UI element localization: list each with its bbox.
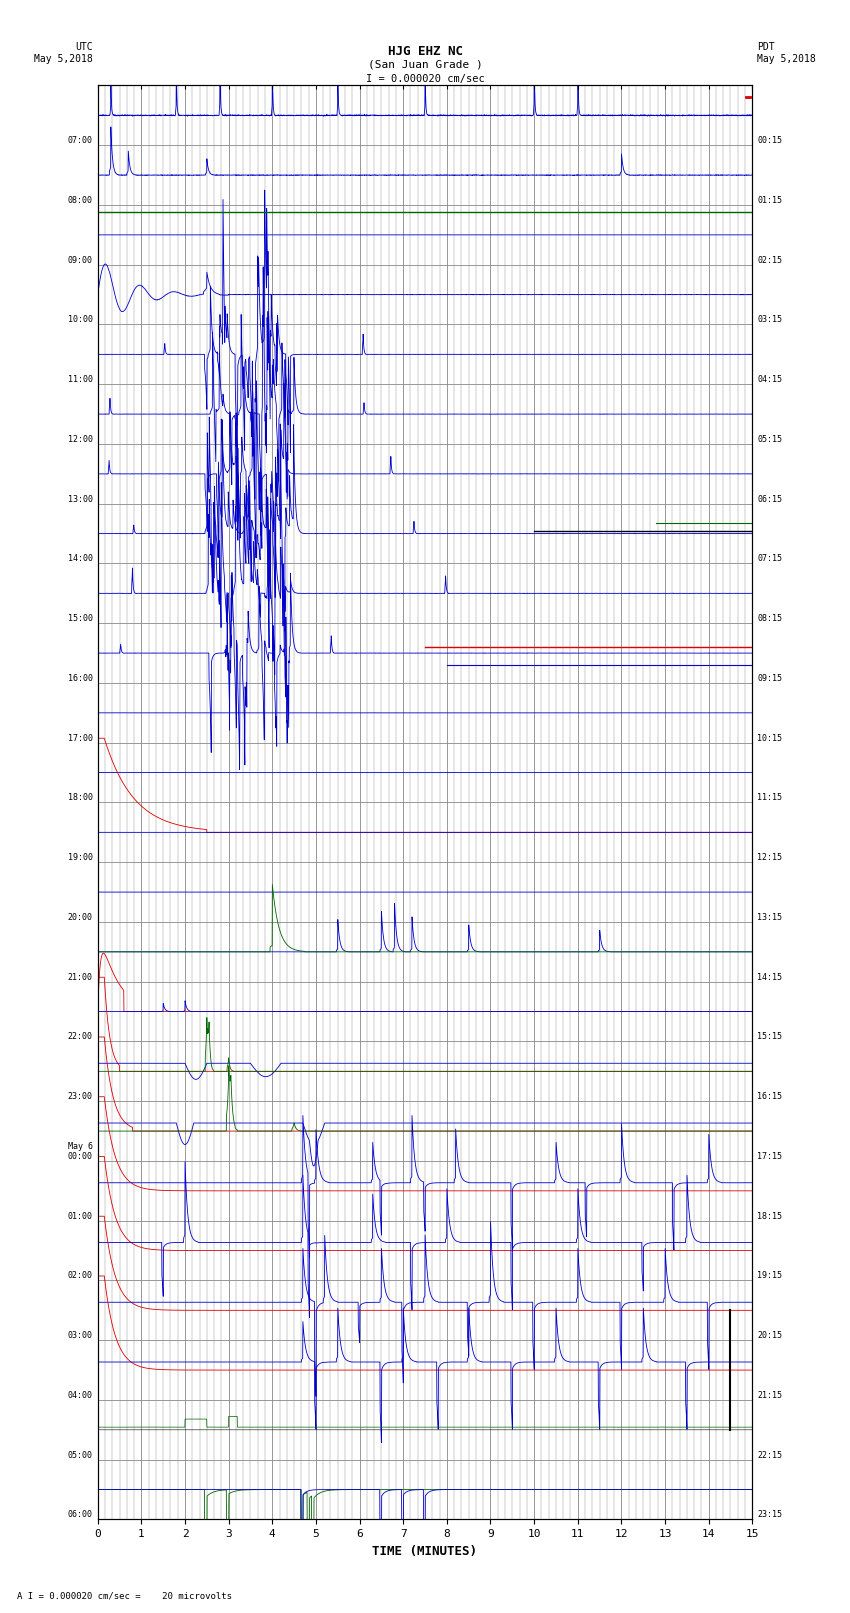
Text: 22:00: 22:00: [68, 1032, 93, 1042]
Text: 16:00: 16:00: [68, 674, 93, 682]
Text: 11:15: 11:15: [757, 794, 782, 803]
Text: 13:15: 13:15: [757, 913, 782, 923]
Text: (San Juan Grade ): (San Juan Grade ): [367, 60, 483, 69]
Text: 15:15: 15:15: [757, 1032, 782, 1042]
Text: 12:00: 12:00: [68, 436, 93, 444]
Text: 02:00: 02:00: [68, 1271, 93, 1281]
Text: 03:15: 03:15: [757, 316, 782, 324]
Text: 08:15: 08:15: [757, 615, 782, 623]
Text: 08:00: 08:00: [68, 197, 93, 205]
Text: 13:00: 13:00: [68, 495, 93, 503]
Text: 06:15: 06:15: [757, 495, 782, 503]
Text: 10:15: 10:15: [757, 734, 782, 742]
Text: 04:00: 04:00: [68, 1390, 93, 1400]
Text: 09:15: 09:15: [757, 674, 782, 682]
Text: 15:00: 15:00: [68, 615, 93, 623]
Text: 14:15: 14:15: [757, 973, 782, 982]
Text: 05:15: 05:15: [757, 436, 782, 444]
Text: 10:00: 10:00: [68, 316, 93, 324]
Text: 20:15: 20:15: [757, 1331, 782, 1340]
Text: 18:00: 18:00: [68, 794, 93, 803]
Text: 22:15: 22:15: [757, 1450, 782, 1460]
Text: 17:15: 17:15: [757, 1152, 782, 1161]
Text: 21:15: 21:15: [757, 1390, 782, 1400]
Text: UTC
May 5,2018: UTC May 5,2018: [34, 42, 93, 63]
Text: 20:00: 20:00: [68, 913, 93, 923]
Text: 01:00: 01:00: [68, 1211, 93, 1221]
Text: 23:15: 23:15: [757, 1510, 782, 1519]
Text: 14:00: 14:00: [68, 555, 93, 563]
Text: 23:00: 23:00: [68, 1092, 93, 1102]
Text: 03:00: 03:00: [68, 1331, 93, 1340]
Text: 07:15: 07:15: [757, 555, 782, 563]
Text: 00:15: 00:15: [757, 135, 782, 145]
Text: 06:00: 06:00: [68, 1510, 93, 1519]
Text: 07:00: 07:00: [68, 135, 93, 145]
Text: 04:15: 04:15: [757, 376, 782, 384]
Text: I = 0.000020 cm/sec: I = 0.000020 cm/sec: [366, 74, 484, 84]
Text: 19:15: 19:15: [757, 1271, 782, 1281]
Text: 17:00: 17:00: [68, 734, 93, 742]
Text: May 6
00:00: May 6 00:00: [68, 1142, 93, 1161]
Text: 01:15: 01:15: [757, 197, 782, 205]
Text: 18:15: 18:15: [757, 1211, 782, 1221]
Text: 05:00: 05:00: [68, 1450, 93, 1460]
Text: 02:15: 02:15: [757, 256, 782, 265]
Text: PDT
May 5,2018: PDT May 5,2018: [757, 42, 816, 63]
Text: HJG EHZ NC: HJG EHZ NC: [388, 45, 462, 58]
Text: 12:15: 12:15: [757, 853, 782, 863]
Text: 21:00: 21:00: [68, 973, 93, 982]
Text: 11:00: 11:00: [68, 376, 93, 384]
Text: A I = 0.000020 cm/sec =    20 microvolts: A I = 0.000020 cm/sec = 20 microvolts: [17, 1590, 232, 1600]
Text: 09:00: 09:00: [68, 256, 93, 265]
X-axis label: TIME (MINUTES): TIME (MINUTES): [372, 1545, 478, 1558]
Text: 16:15: 16:15: [757, 1092, 782, 1102]
Text: 19:00: 19:00: [68, 853, 93, 863]
